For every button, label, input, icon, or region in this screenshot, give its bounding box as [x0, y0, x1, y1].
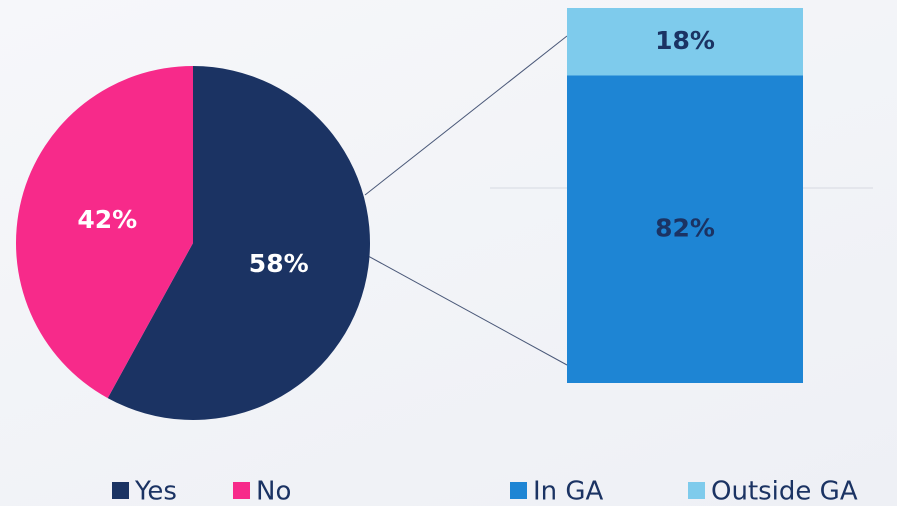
data-label: 58% — [249, 249, 309, 278]
legend-swatch — [688, 482, 705, 499]
legend-label: In GA — [533, 477, 604, 506]
connector — [364, 35, 568, 196]
connector — [347, 244, 568, 366]
data-label: 82% — [655, 213, 715, 242]
legend-swatch — [233, 482, 250, 499]
pie-slice — [15, 66, 193, 399]
legend-label: No — [256, 477, 291, 506]
data-label: 42% — [77, 205, 137, 234]
bar-segment — [567, 8, 803, 76]
legend-label: Outside GA — [711, 477, 858, 506]
data-label: 18% — [655, 26, 715, 55]
pie-slice — [107, 66, 370, 420]
legend-swatch — [510, 482, 527, 499]
bar-segment — [567, 75, 803, 383]
legend-label: Yes — [134, 477, 177, 506]
legend-swatch — [112, 482, 129, 499]
